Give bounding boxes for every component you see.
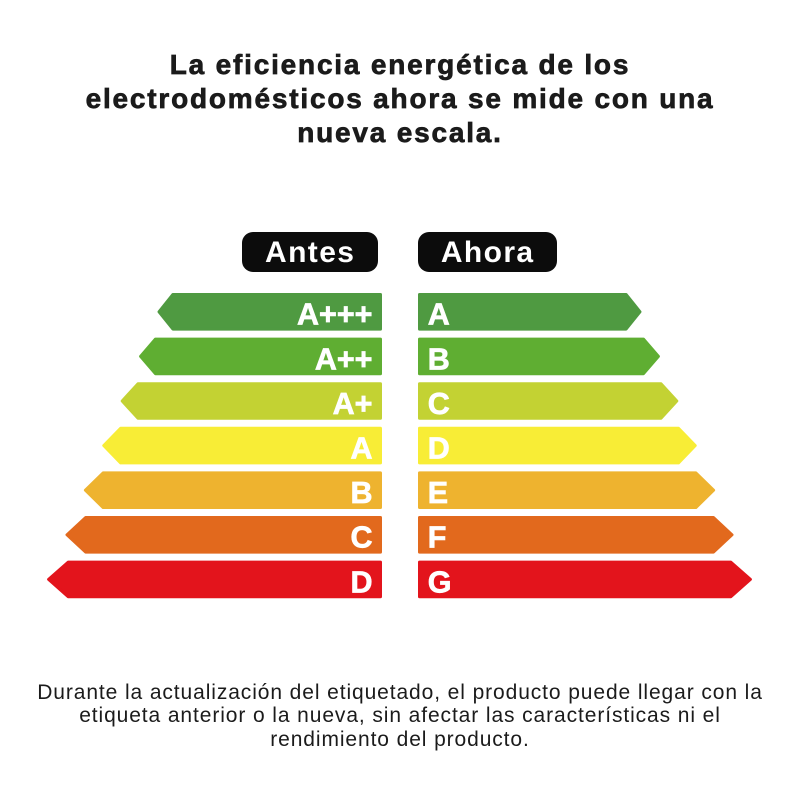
- svg-text:A: A: [350, 432, 372, 466]
- svg-text:A+: A+: [333, 387, 373, 421]
- svg-text:A: A: [428, 298, 450, 332]
- svg-text:C: C: [428, 387, 450, 421]
- svg-text:D: D: [350, 565, 372, 599]
- svg-text:A+++: A+++: [297, 298, 372, 332]
- svg-text:D: D: [428, 432, 450, 466]
- svg-text:A++: A++: [315, 342, 373, 376]
- svg-text:C: C: [350, 521, 372, 555]
- svg-text:B: B: [428, 342, 450, 376]
- svg-text:B: B: [350, 476, 372, 510]
- svg-text:F: F: [428, 521, 447, 555]
- svg-text:G: G: [428, 565, 452, 599]
- svg-text:E: E: [428, 476, 448, 510]
